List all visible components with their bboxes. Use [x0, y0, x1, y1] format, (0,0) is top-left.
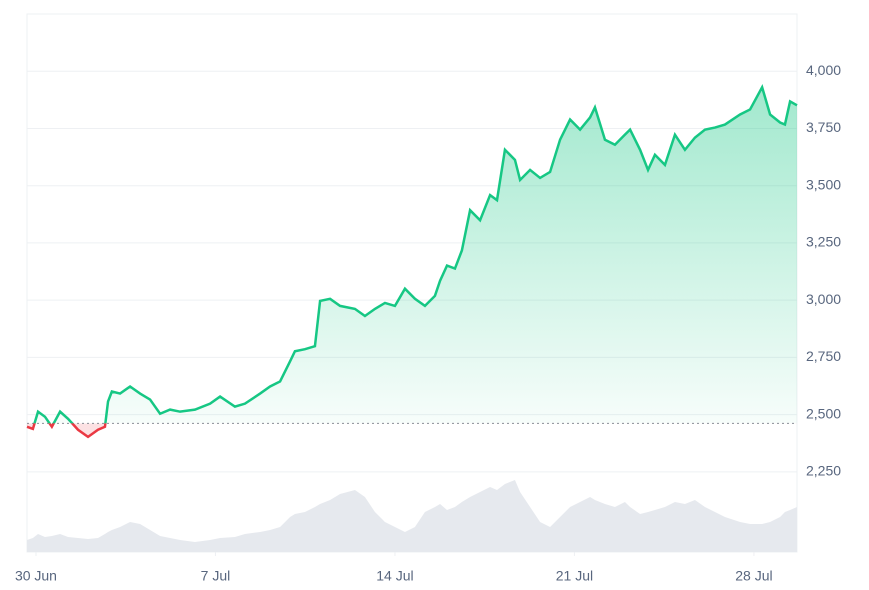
y-tick-label: 3,000: [806, 291, 841, 307]
x-tick-label: 7 Jul: [201, 568, 231, 584]
x-tick-label: 21 Jul: [556, 568, 593, 584]
y-tick-label: 2,500: [806, 405, 841, 421]
volume-area: [27, 480, 797, 552]
y-tick-label: 4,000: [806, 62, 841, 78]
x-tick-label: 30 Jun: [15, 568, 57, 584]
y-tick-label: 3,750: [806, 119, 841, 135]
y-tick-label: 2,250: [806, 463, 841, 479]
y-tick-label: 3,500: [806, 176, 841, 192]
y-tick-label: 3,250: [806, 234, 841, 250]
price-area-up: [34, 87, 797, 424]
price-line-up: [33, 83, 798, 424]
y-tick-label: 2,750: [806, 348, 841, 364]
x-tick-label: 28 Jul: [735, 568, 772, 584]
x-tick-label: 14 Jul: [376, 568, 413, 584]
